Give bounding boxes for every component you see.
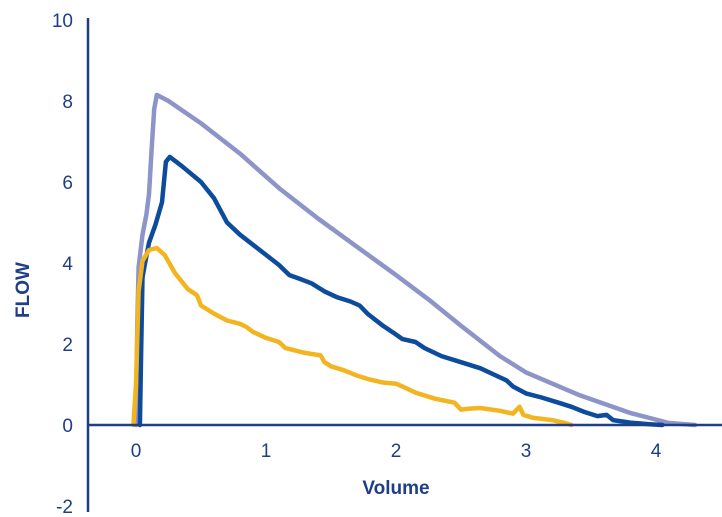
y-tick-label: 2 [62, 335, 73, 356]
y-tick-label: 8 [62, 92, 73, 113]
y-tick-label: 6 [62, 173, 73, 194]
series-line-2 [137, 154, 665, 428]
x-tick-label: 2 [391, 441, 402, 462]
x-tick-label: 1 [261, 441, 272, 462]
y-tick-label: -2 [56, 497, 73, 517]
y-tick-labels: -2 0 2 4 6 8 10 [52, 11, 74, 517]
x-tick-labels: 0 1 2 3 4 [131, 441, 662, 462]
y-tick-label: 4 [62, 254, 73, 275]
x-tick-label: 0 [131, 441, 142, 462]
x-tick-label: 3 [521, 441, 532, 462]
curves [131, 92, 698, 428]
y-tick-label: 0 [62, 416, 73, 437]
series-line-3 [131, 245, 574, 428]
y-axis-title: FLOW [13, 262, 34, 318]
axes [86, 18, 722, 512]
x-tick-label: 4 [651, 441, 662, 462]
x-axis-title: Volume [362, 478, 429, 499]
y-tick-label: 10 [52, 11, 73, 32]
series-line-1 [133, 92, 698, 428]
